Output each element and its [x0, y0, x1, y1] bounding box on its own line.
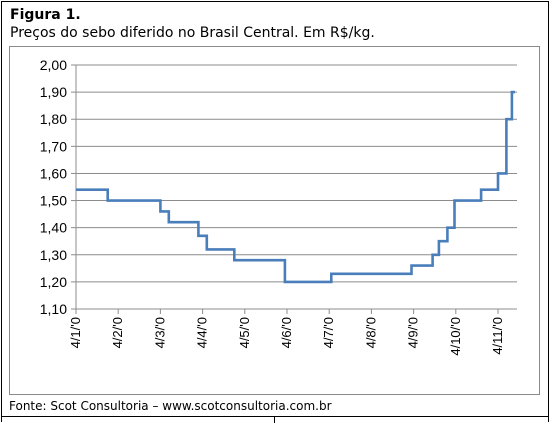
- x-tick-label: 4/5/'0: [237, 317, 252, 348]
- x-tick-label: 4/11/'0: [490, 317, 505, 355]
- y-tick-label: 1,50: [40, 193, 67, 209]
- x-tick-label: 4/10/'0: [448, 317, 463, 356]
- x-tick-label: 4/6/'0: [279, 317, 294, 348]
- y-tick-label: 1,60: [40, 165, 67, 181]
- y-tick-label: 1,70: [40, 138, 67, 154]
- x-tick-label: 4/3/'0: [152, 317, 167, 348]
- x-tick-label: 4/1/'0: [68, 317, 83, 348]
- x-tick-label: 4/4/'0: [195, 317, 210, 348]
- x-tick-label: 4/9/'0: [406, 317, 421, 348]
- y-tick-label: 2,00: [40, 57, 67, 73]
- divider-tick: [274, 416, 275, 423]
- y-tick-label: 1,40: [40, 220, 67, 236]
- x-tick-label: 4/7/'0: [321, 317, 336, 348]
- y-tick-label: 1,20: [40, 274, 67, 290]
- y-tick-label: 1,80: [40, 111, 67, 127]
- x-tick-label: 4/2/'0: [110, 317, 125, 348]
- x-tick-label: 4/8/'0: [363, 317, 378, 348]
- bottom-rule: [1, 416, 549, 417]
- series-line: [76, 90, 515, 284]
- chart-area: 1,10 1,20 1,30 1,40 1,50 1,60 1,70 1,80 1,90 2,00…: [9, 46, 540, 395]
- source-note: Fonte: Scot Consultoria – www.scotconsul…: [9, 399, 332, 413]
- figure-subtitle: Preços do sebo diferido no Brasil Centra…: [10, 25, 375, 41]
- line-chart: 1,10 1,20 1,30 1,40 1,50 1,60 1,70 1,80 1,90 2,00…: [40, 57, 517, 356]
- figure-title: Figura 1.: [10, 7, 81, 23]
- y-tick-label: 1,90: [40, 84, 67, 100]
- y-tick-label: 1,30: [40, 247, 67, 263]
- y-tick-label: 1,10: [40, 301, 67, 317]
